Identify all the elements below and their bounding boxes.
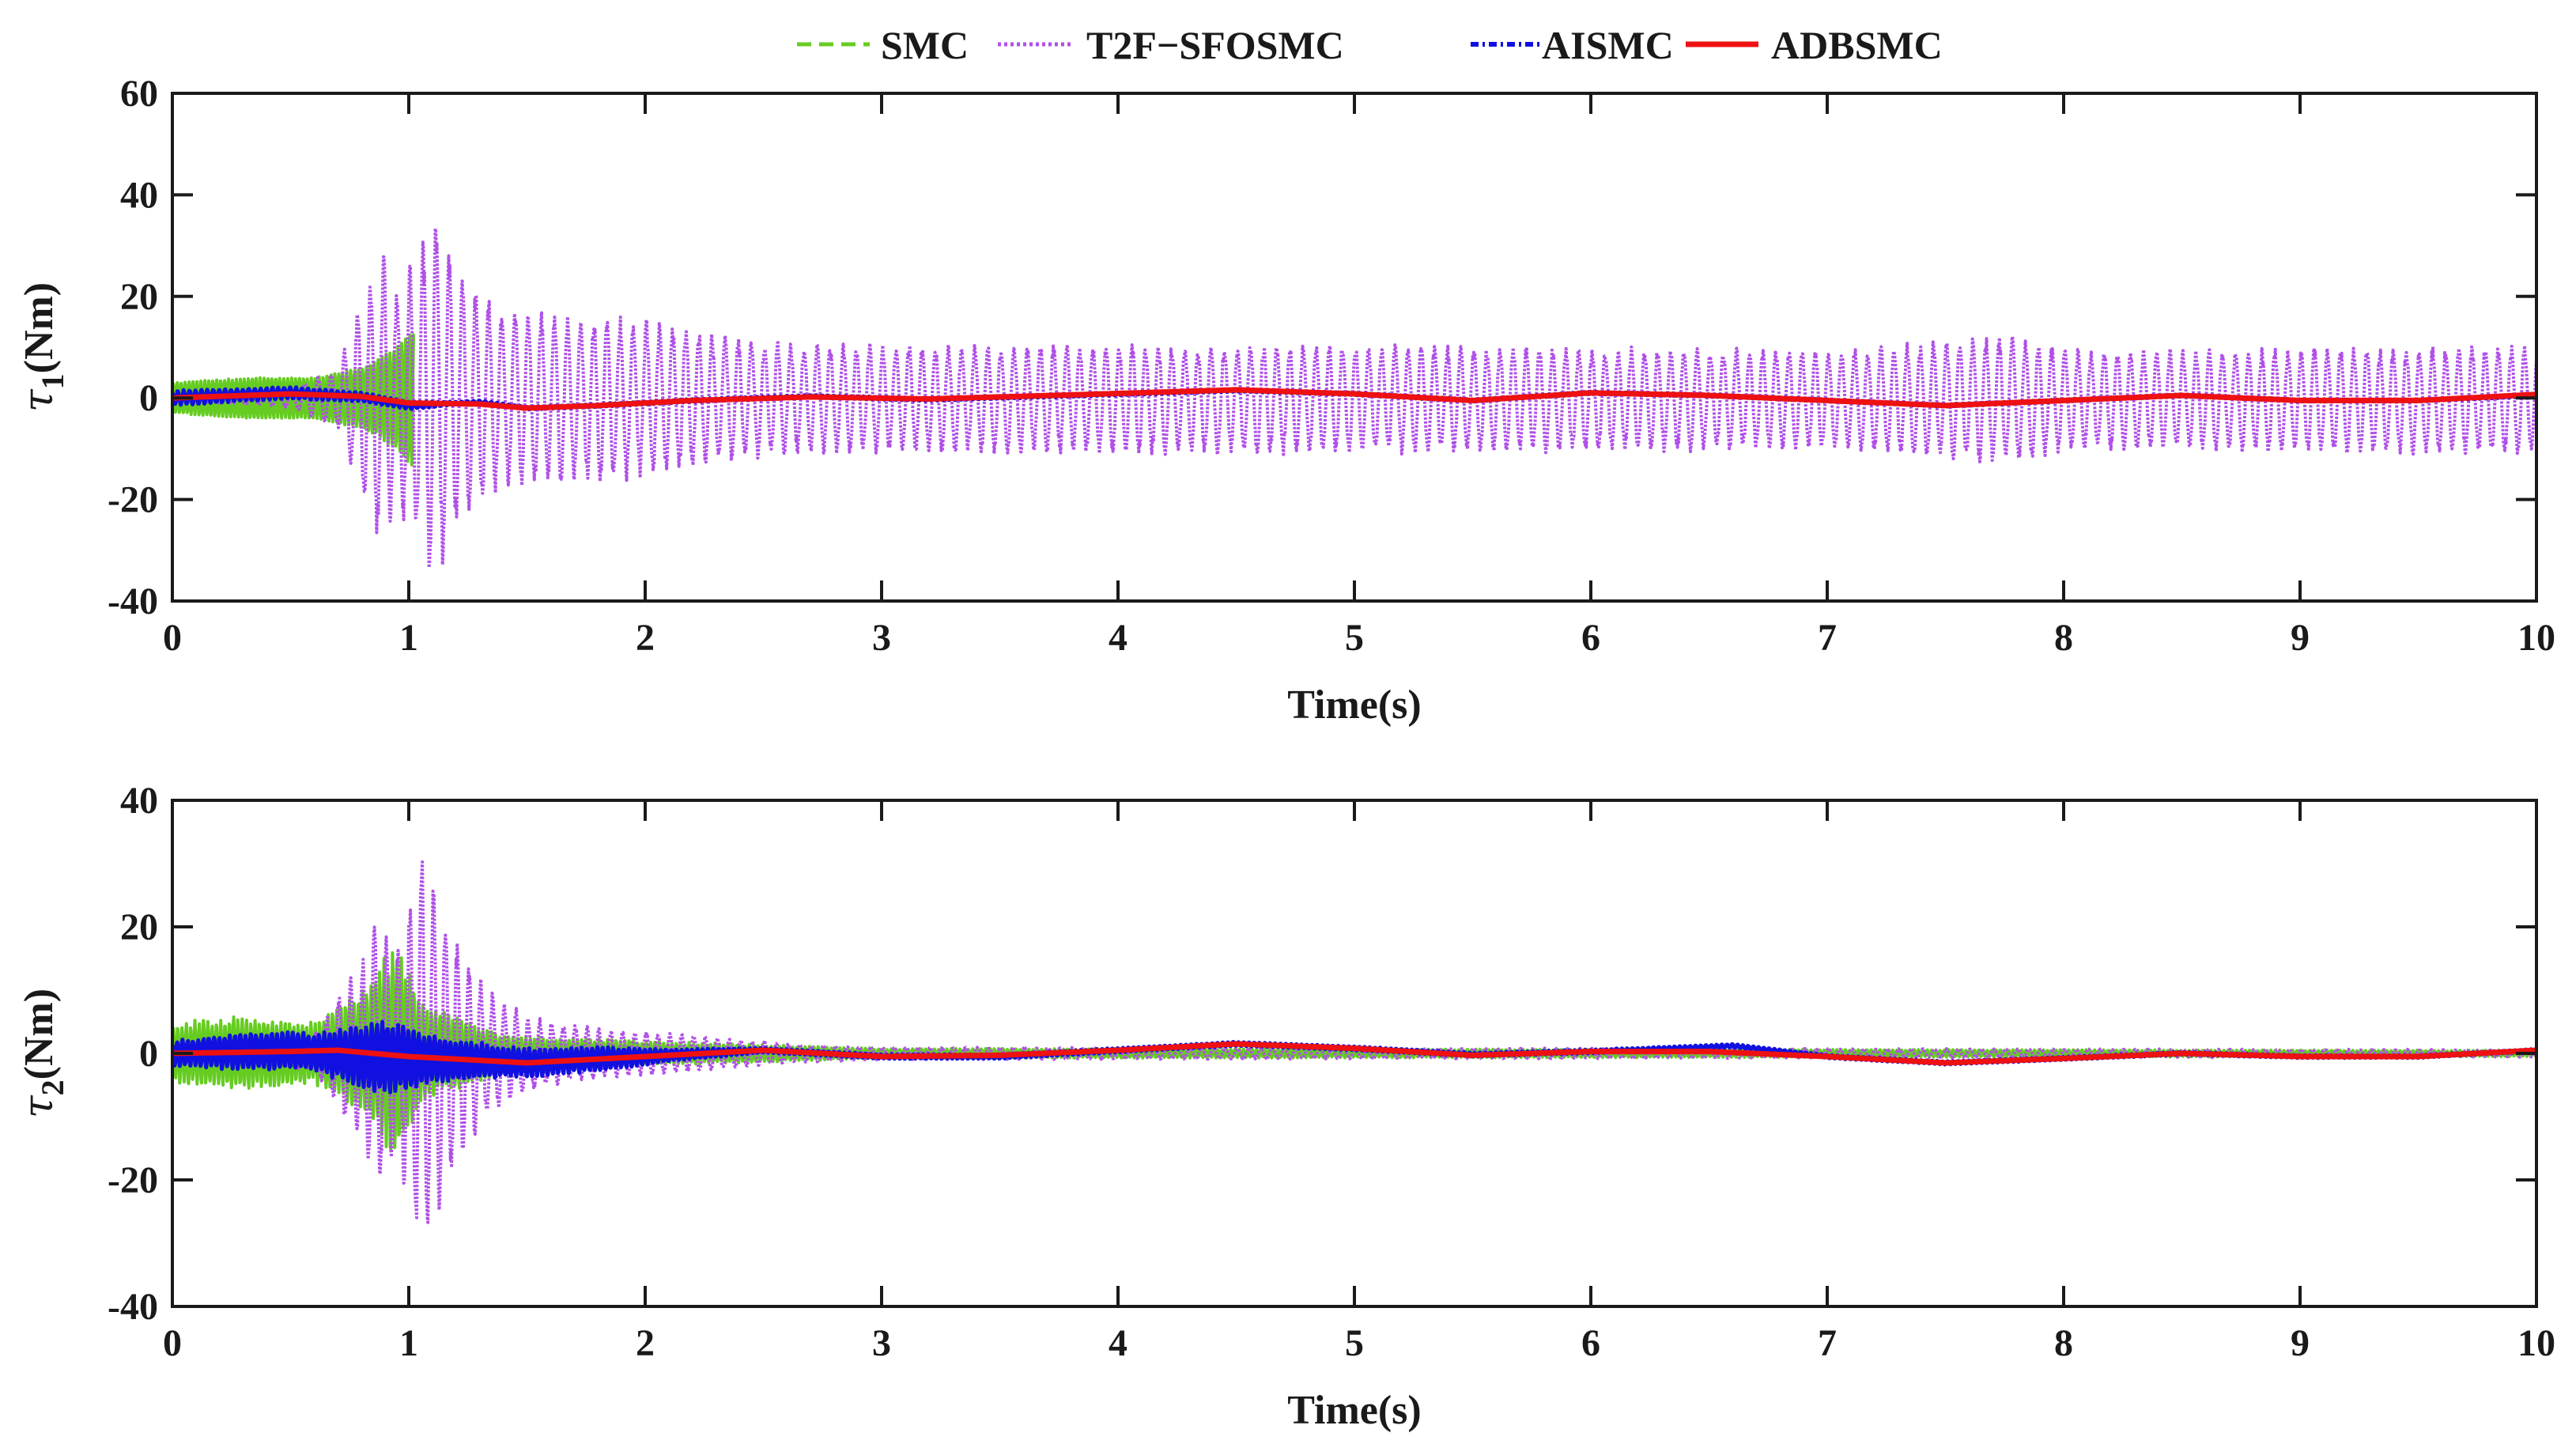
y-tick-label: -40 (108, 1286, 158, 1328)
y-axis-subscript-tau1: 1 (35, 373, 70, 389)
x-tick-label: 8 (2054, 617, 2073, 659)
x-tick-label: 2 (636, 617, 655, 659)
x-tick-label: 3 (872, 617, 891, 659)
x-tick-label: 0 (163, 1322, 182, 1364)
x-tick-label: 2 (636, 1322, 655, 1364)
series-line-adbsmc-tau2 (172, 1041, 2536, 1066)
y-tick-label: -20 (108, 1159, 158, 1201)
x-tick-label: 0 (163, 617, 182, 659)
legend: SMC T2F−SFOSMC AISMC ADBSMC (797, 23, 1943, 67)
x-tick-label: 6 (1581, 617, 1600, 659)
x-tick-label: 9 (2291, 617, 2310, 659)
x-tick-label: 10 (2517, 617, 2555, 659)
y-tick-label: 40 (120, 174, 158, 216)
x-tick-label: 7 (1818, 1322, 1837, 1364)
legend-entry-adbsmc: ADBSMC (1686, 23, 1943, 67)
legend-label-aismc: AISMC (1542, 23, 1674, 67)
legend-label-adbsmc: ADBSMC (1771, 23, 1943, 67)
x-tick-label: 7 (1818, 617, 1837, 659)
y-tick-label: -20 (108, 479, 158, 521)
legend-entry-aismc: AISMC (1471, 23, 1674, 67)
x-tick-label: 5 (1345, 617, 1364, 659)
legend-entry-smc: SMC (797, 23, 969, 67)
axes-frame-tau1 (171, 92, 2538, 603)
y-axis-label-tau2: τ2(Nm) (15, 989, 70, 1118)
x-tick-label: 8 (2054, 1322, 2073, 1364)
x-tick-label: 5 (1345, 1322, 1364, 1364)
x-tick-label: 10 (2517, 1322, 2555, 1364)
y-axis-subscript-tau2: 2 (35, 1079, 70, 1095)
y-tick-label: 0 (139, 377, 158, 419)
legend-label-t2f: T2F−SFOSMC (1086, 23, 1344, 67)
y-tick-label: 0 (139, 1033, 158, 1075)
ticks-tau2: 0 1 2 3 4 5 6 7 8 9 10 40 20 0 -20 -40 (108, 780, 2555, 1364)
ticks-tau1: 0 1 2 3 4 5 6 7 8 9 10 60 40 20 0 -20 -40 (108, 73, 2555, 659)
legend-entry-t2f: T2F−SFOSMC (998, 23, 1344, 67)
x-tick-label: 1 (399, 1322, 418, 1364)
series-line-adbsmc-tau1 (172, 387, 2536, 411)
x-tick-label: 1 (399, 617, 418, 659)
y-tick-label: 20 (120, 276, 158, 318)
x-axis-label-tau1: Time(s) (1287, 682, 1421, 728)
x-tick-label: 6 (1581, 1322, 1600, 1364)
x-axis-label-tau2: Time(s) (1287, 1388, 1421, 1433)
series-line-t2f-tau1 (172, 227, 2536, 569)
y-axis-unit-tau2: (Nm) (17, 989, 62, 1080)
legend-label-smc: SMC (881, 23, 969, 67)
y-tick-label: -40 (108, 580, 158, 622)
y-axis-unit-tau1: (Nm) (17, 282, 62, 374)
x-tick-label: 3 (872, 1322, 891, 1364)
x-tick-label: 4 (1109, 1322, 1127, 1364)
series-layer-tau2 (172, 860, 2536, 1224)
x-tick-label: 9 (2291, 1322, 2310, 1364)
x-tick-label: 4 (1109, 617, 1127, 659)
y-tick-label: 60 (120, 73, 158, 115)
y-tick-label: 40 (120, 780, 158, 822)
y-axis-symbol-tau2: τ (15, 1095, 62, 1118)
y-axis-symbol-tau1: τ (15, 388, 62, 412)
series-layer-tau1 (172, 227, 2536, 569)
y-axis-label-tau1: τ1(Nm) (15, 282, 70, 412)
y-tick-label: 20 (120, 906, 158, 948)
